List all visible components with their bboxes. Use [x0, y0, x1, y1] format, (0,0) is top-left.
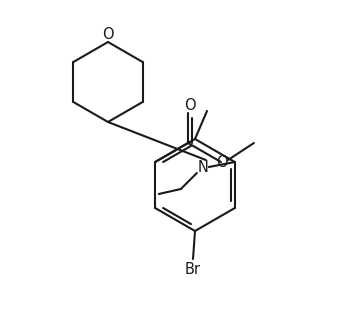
Text: N: N [197, 159, 208, 175]
Text: O: O [184, 97, 196, 113]
Text: O: O [102, 26, 114, 42]
Text: O: O [216, 154, 228, 170]
Text: Br: Br [185, 262, 201, 276]
